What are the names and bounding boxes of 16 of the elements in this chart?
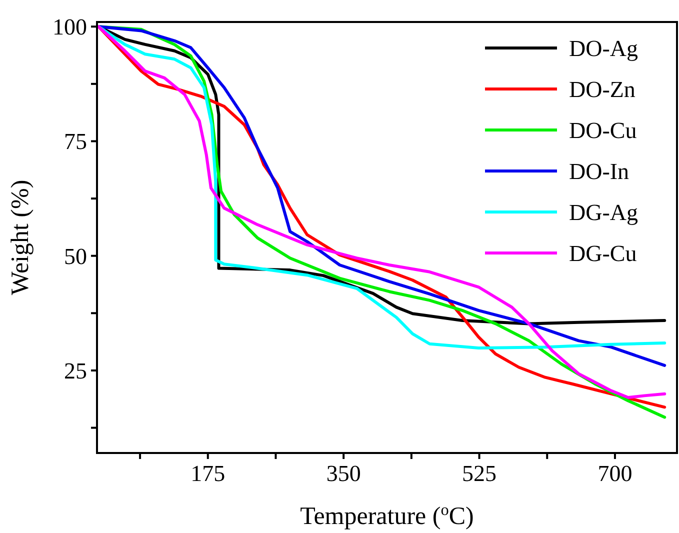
legend-label: DO-In xyxy=(569,159,630,184)
y-tick-label: 100 xyxy=(52,14,87,40)
legend-label: DO-Cu xyxy=(569,118,638,143)
x-tick-label: 350 xyxy=(326,461,361,486)
y-tick-label: 75 xyxy=(64,129,87,154)
y-axis-title: Weight (%) xyxy=(7,180,34,296)
legend-label: DG-Cu xyxy=(569,241,638,266)
y-tick-label: 50 xyxy=(64,244,87,269)
legend-label: DO-Ag xyxy=(569,36,638,61)
x-tick-label: 175 xyxy=(190,461,226,486)
legend-label: DG-Ag xyxy=(569,200,638,225)
x-tick-label: 525 xyxy=(462,461,497,486)
x-axis-title: Temperature ($^{o}$C) xyxy=(300,501,474,530)
y-tick-label: 25 xyxy=(64,358,87,384)
legend-label: DO-Zn xyxy=(569,77,636,102)
x-tick-label: 700 xyxy=(598,461,632,486)
